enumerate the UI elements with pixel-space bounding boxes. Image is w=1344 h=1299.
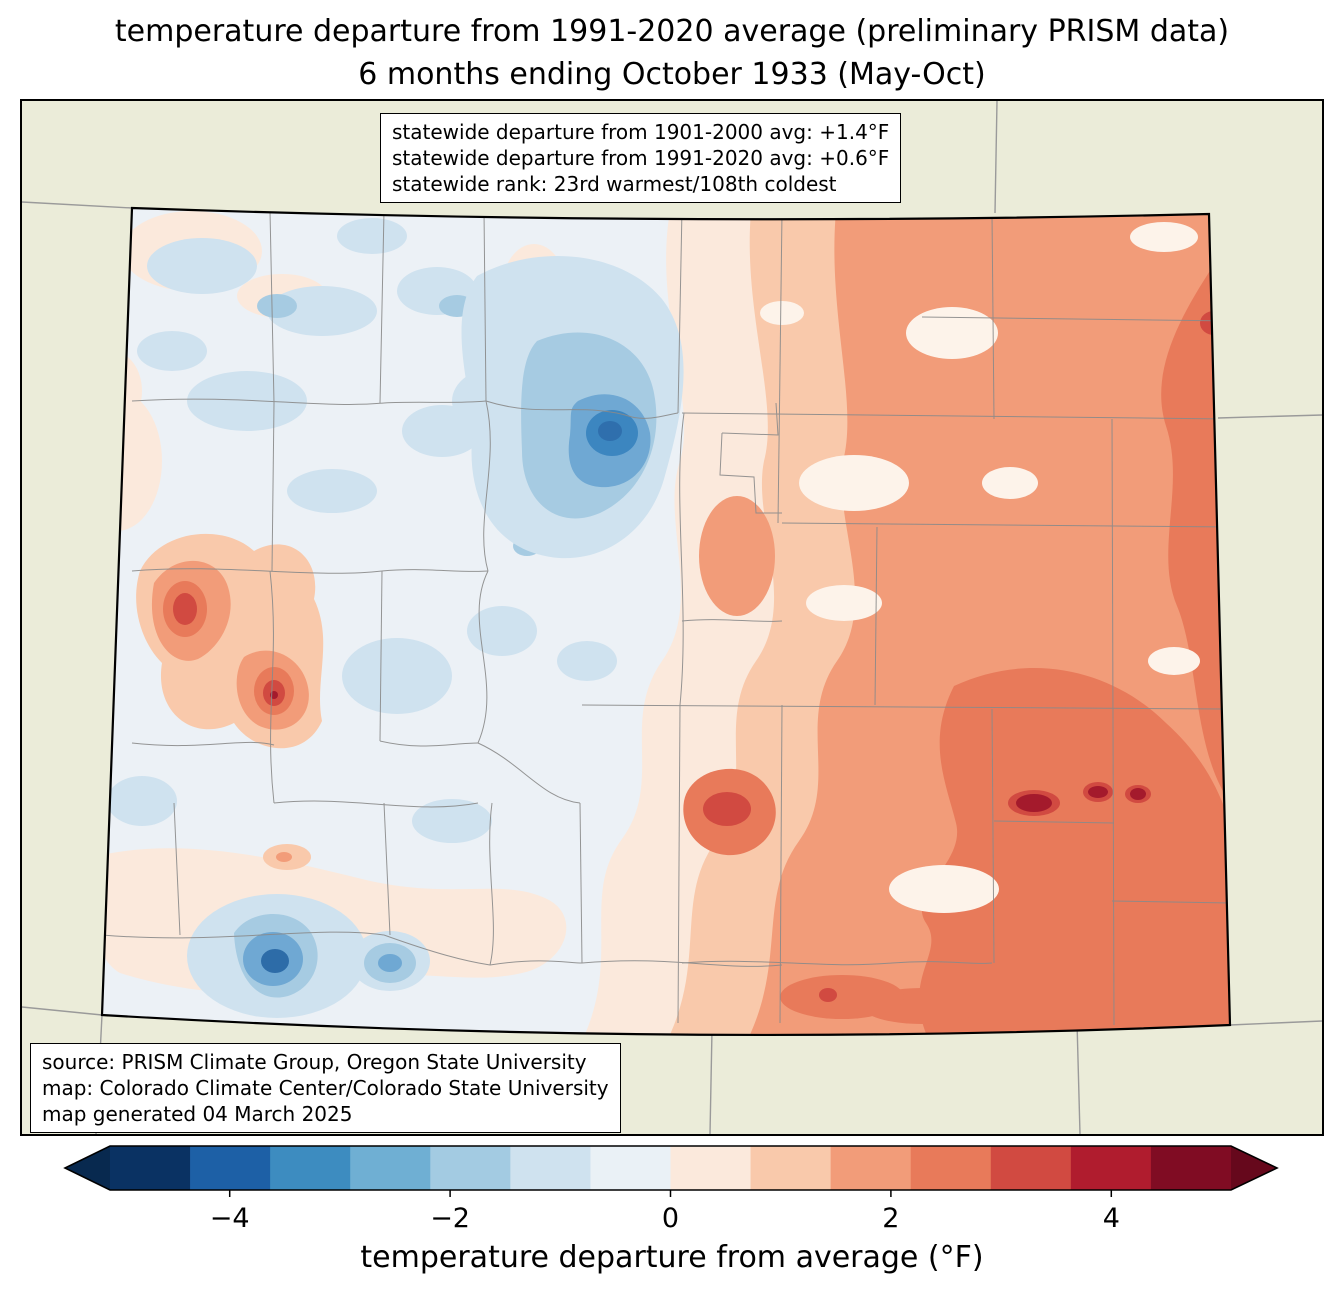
colorbar-segment — [670, 1146, 752, 1190]
colorbar-segment — [350, 1146, 431, 1190]
source-credit-box: source: PRISM Climate Group, Oregon Stat… — [30, 1043, 621, 1133]
colorbar-over-arrow — [1231, 1146, 1277, 1190]
colorbar-tick-label: −2 — [430, 1203, 470, 1234]
statewide-stats-box: statewide departure from 1901-2000 avg: … — [380, 113, 902, 203]
colorbar-svg: −4 −2 0 2 4 — [63, 1145, 1279, 1234]
colorbar-segment — [270, 1146, 351, 1190]
figure-title-line2: 6 months ending October 1933 (May-Oct) — [358, 57, 986, 92]
stats-line-1: statewide departure from 1901-2000 avg: … — [392, 120, 890, 144]
colorbar-tick-label: 2 — [882, 1203, 899, 1234]
colorbar: −4 −2 0 2 4 — [0, 1140, 1344, 1236]
source-line-3: map generated 04 March 2025 — [42, 1102, 353, 1126]
figure-title-line1: temperature departure from 1991-2020 ave… — [114, 14, 1230, 49]
source-line-1: source: PRISM Climate Group, Oregon Stat… — [42, 1050, 587, 1074]
county-lines — [102, 208, 1230, 1026]
colorbar-tick-label: 4 — [1103, 1203, 1120, 1234]
stats-line-3: statewide rank: 23rd warmest/108th colde… — [392, 172, 837, 196]
colorbar-segment — [1150, 1146, 1232, 1190]
figure-title: temperature departure from 1991-2020 ave… — [0, 10, 1344, 96]
map-svg — [22, 101, 1322, 1134]
colorbar-segment — [510, 1146, 592, 1190]
colorbar-segment — [830, 1146, 912, 1190]
colorbar-segment — [190, 1146, 271, 1190]
colorbar-outline — [63, 1145, 1279, 1191]
stats-line-2: statewide departure from 1991-2020 avg: … — [392, 146, 890, 170]
state-border — [100, 206, 1232, 1037]
colorbar-tick-label: 0 — [662, 1203, 679, 1234]
colorbar-segment — [430, 1146, 511, 1190]
colorbar-segment — [910, 1146, 992, 1190]
temperature-shading — [102, 208, 1230, 1035]
map-frame: statewide departure from 1901-2000 avg: … — [20, 99, 1324, 1136]
colorbar-label: temperature departure from average (°F) — [360, 1240, 984, 1275]
colorbar-segment — [110, 1146, 191, 1190]
colorbar-under-arrow — [65, 1146, 110, 1190]
colorbar-tick-label: −4 — [210, 1203, 250, 1234]
colorbar-segment — [990, 1146, 1072, 1190]
source-line-2: map: Colorado Climate Center/Colorado St… — [42, 1076, 609, 1100]
colorbar-segment — [1070, 1146, 1152, 1190]
neighbor-state-lines — [22, 101, 1322, 1134]
colorbar-segment — [590, 1146, 672, 1190]
colorbar-segment — [750, 1146, 832, 1190]
